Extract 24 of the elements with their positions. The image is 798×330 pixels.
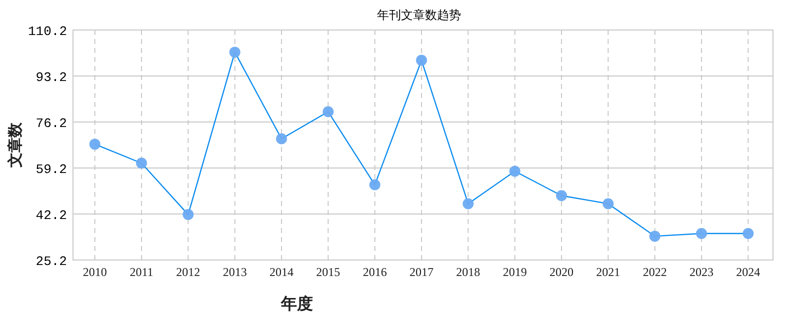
x-tick-label: 2021 [596,265,620,279]
x-tick-label: 2020 [550,265,574,279]
x-axis-title: 年度 [280,294,313,313]
x-tick-label: 2013 [222,265,247,279]
x-tick-label: 2019 [502,265,527,279]
y-tick-label: 76.2 [36,116,67,131]
x-tick-label: 2016 [362,265,387,279]
x-tick-label: 2012 [176,265,200,279]
chart-title: 年刊文章数趋势 [377,8,461,22]
y-tick-label: 93.2 [36,70,67,85]
y-tick-label: 59.2 [36,162,67,177]
x-tick-label: 2014 [270,265,294,279]
y-tick-label: 25.2 [36,254,67,269]
y-tick-label: 42.2 [36,208,67,223]
y-axis-title: 文章数 [6,122,24,168]
x-tick-label: 2010 [82,265,107,279]
y-tick-label: 110.2 [28,24,67,39]
x-tick-label: 2011 [130,265,154,279]
x-tick-label: 2017 [410,265,434,279]
x-tick-label: 2024 [736,265,760,279]
x-tick-label: 2015 [316,265,340,279]
x-tick-label: 2018 [456,265,480,279]
x-tick-label: 2022 [642,265,667,279]
x-tick-label: 2023 [690,265,714,279]
